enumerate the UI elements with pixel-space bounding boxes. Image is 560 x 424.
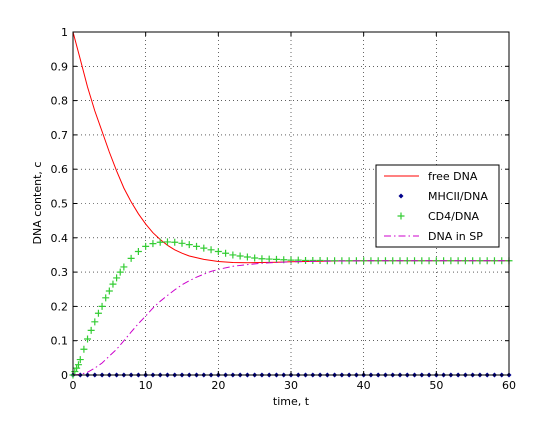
data-point-cd4-dna [94, 309, 102, 317]
series-dna-in-sp [72, 260, 509, 376]
legend-label: MHCII/DNA [428, 190, 488, 203]
y-tick-label: 0.9 [51, 60, 69, 73]
data-point-cd4-dna [207, 246, 215, 254]
x-tick-label: 10 [139, 379, 153, 392]
data-point-cd4-dna [149, 240, 157, 248]
x-axis-label: time, t [273, 395, 310, 408]
y-tick-label: 0.2 [51, 300, 69, 313]
data-point-cd4-dna [116, 268, 124, 276]
y-tick-label: 0.3 [51, 266, 69, 279]
grid-lines [73, 32, 509, 375]
y-axis-label: DNA content, c [31, 162, 44, 245]
y-tick-label: 0.5 [51, 198, 69, 211]
series-line-dna-in-sp [72, 260, 509, 376]
legend-label: DNA in SP [428, 230, 483, 243]
data-point-cd4-dna [87, 326, 95, 334]
y-tick-label: 0.8 [51, 95, 69, 108]
data-point-cd4-dna [214, 248, 222, 256]
data-point-cd4-dna [265, 255, 273, 263]
legend-entry-cd4-dna: CD4/DNA [397, 210, 480, 223]
data-point-cd4-dna [98, 302, 106, 310]
legend-entry-mhcii-dna: MHCII/DNA [398, 190, 488, 203]
legend-entry-dna-in-sp: DNA in SP [384, 230, 483, 243]
data-point-cd4-dna [76, 356, 84, 364]
data-point-cd4-dna [316, 256, 324, 264]
data-point-cd4-dna [251, 254, 259, 262]
data-point-cd4-dna [185, 241, 193, 249]
data-point-cd4-dna [258, 255, 266, 263]
y-tick-label: 1 [61, 26, 68, 39]
data-point-cd4-dna [171, 238, 179, 246]
data-point-cd4-dna [134, 248, 142, 256]
data-point-cd4-dna [236, 252, 244, 260]
data-point-cd4-dna [294, 256, 302, 264]
x-tick-label: 40 [357, 379, 371, 392]
x-tick-label: 50 [429, 379, 443, 392]
data-point-cd4-dna [302, 256, 310, 264]
data-point-cd4-dna [113, 274, 121, 282]
data-point-cd4-dna [74, 361, 82, 369]
data-point-cd4-dna [142, 242, 150, 250]
data-point-cd4-dna [80, 345, 88, 353]
data-point-cd4-dna [272, 255, 280, 263]
x-tick-label: 0 [70, 379, 77, 392]
data-point-cd4-dna [163, 238, 171, 246]
data-point-cd4-dna [178, 239, 186, 247]
legend-entry-free-dna: free DNA [384, 170, 478, 183]
data-point-cd4-dna [105, 287, 113, 295]
data-point-cd4-dna [243, 253, 251, 261]
series-layer [69, 31, 513, 379]
y-tick-label: 0.7 [51, 129, 69, 142]
data-point-cd4-dna [102, 294, 110, 302]
y-tick-label: 0 [61, 369, 68, 382]
data-point-cd4-dna [200, 244, 208, 252]
data-point-cd4-dna [109, 280, 117, 288]
data-point-cd4-dna [156, 238, 164, 246]
legend-label: CD4/DNA [428, 210, 480, 223]
data-point-cd4-dna [287, 256, 295, 264]
y-tick-label: 0.6 [51, 163, 69, 176]
y-tick-label: 0.4 [51, 232, 69, 245]
data-point-cd4-dna [193, 242, 201, 250]
legend-label: free DNA [428, 170, 478, 183]
legend-box [375, 164, 500, 248]
x-tick-label: 60 [502, 379, 516, 392]
data-point-cd4-dna [127, 254, 135, 262]
y-tick-label: 0.1 [51, 335, 69, 348]
data-point-cd4-dna [309, 256, 317, 264]
data-point-cd4-dna [222, 249, 230, 257]
legend-swatch [397, 212, 405, 220]
x-tick-label: 20 [211, 379, 225, 392]
x-tick-label: 30 [284, 379, 298, 392]
data-point-cd4-dna [91, 318, 99, 326]
axis-ticks: 0 10 20 30 40 50 60 0 0.1 0.2 0.3 0.4 0.5 0.6 0.7 0.8 0.… [51, 26, 517, 392]
data-point-cd4-dna [120, 263, 128, 271]
legend-swatch [398, 193, 404, 199]
data-point-cd4-dna [84, 335, 92, 343]
legend: free DNA MHCII/DNA CD4/DNA DNA in SP [375, 164, 500, 248]
data-point-cd4-dna [229, 251, 237, 259]
